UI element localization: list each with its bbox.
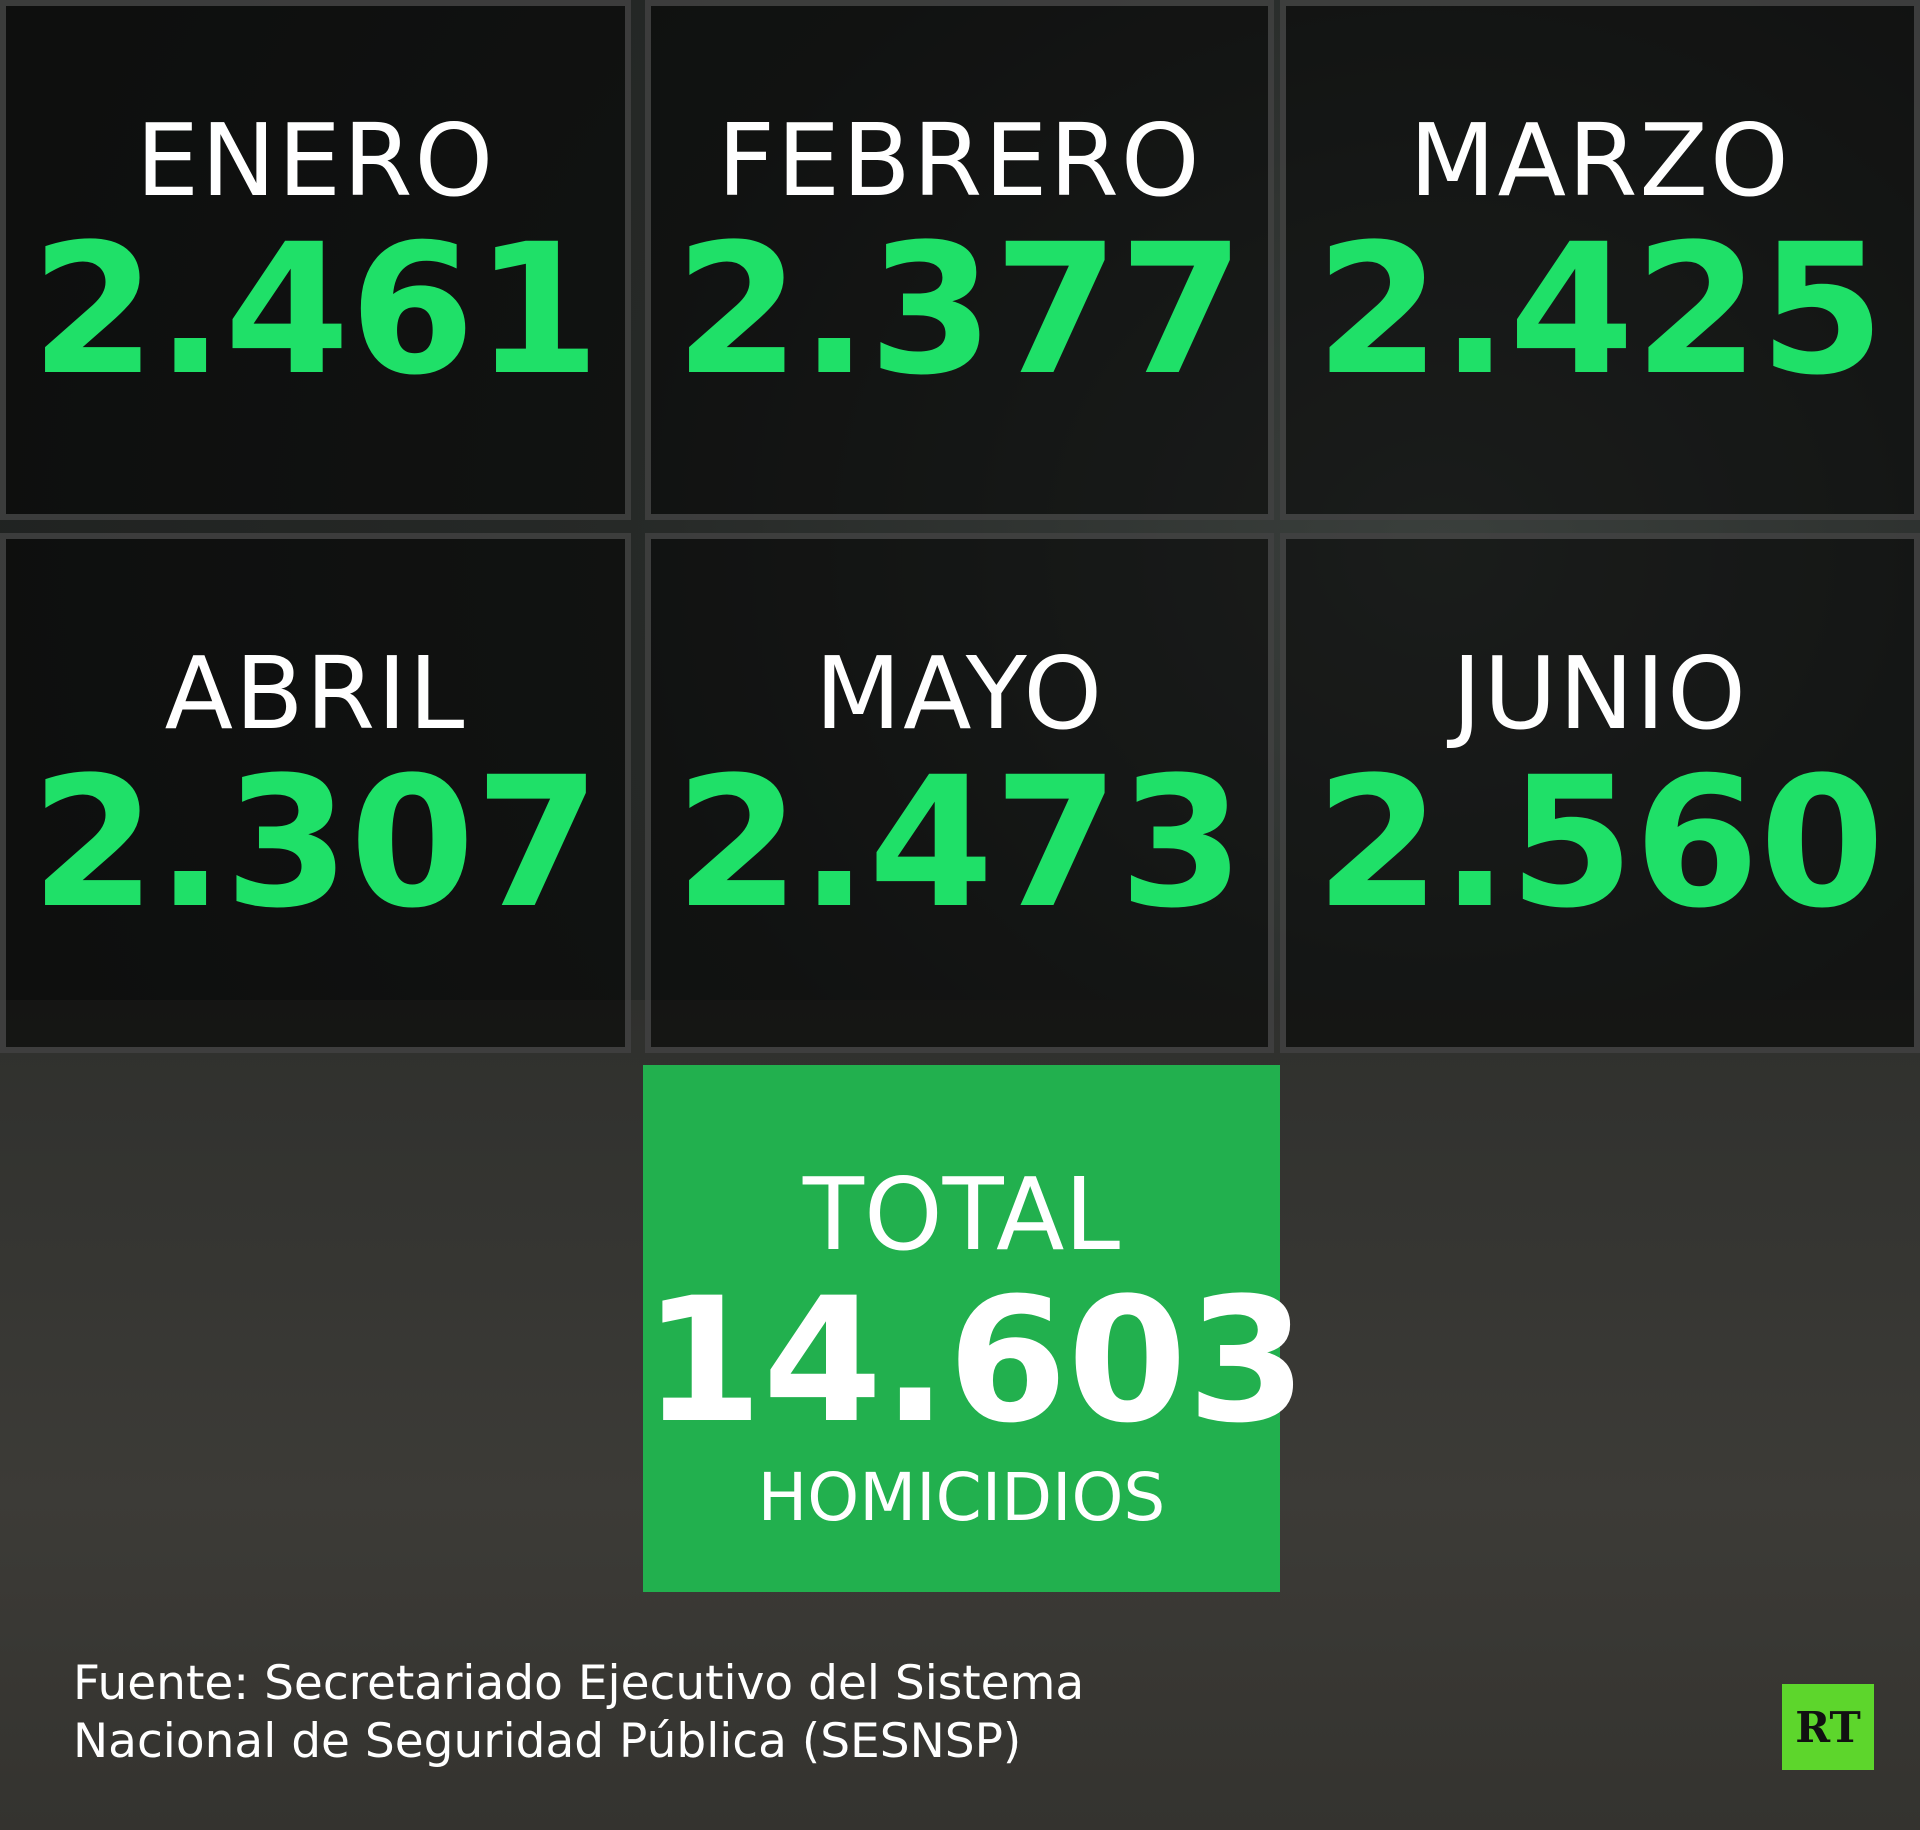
month-label: JUNIO bbox=[1452, 635, 1748, 752]
month-value: 2.560 bbox=[1315, 739, 1885, 948]
month-label: MARZO bbox=[1409, 102, 1791, 219]
month-value: 2.473 bbox=[674, 739, 1245, 948]
total-unit: HOMICIDIOS bbox=[757, 1459, 1166, 1536]
month-label: ABRIL bbox=[164, 635, 467, 752]
month-value: 2.307 bbox=[30, 739, 601, 948]
month-cell: ENERO 2.461 bbox=[0, 0, 631, 520]
month-cell: MAYO 2.473 bbox=[645, 533, 1274, 1053]
source-line: Fuente: Secretariado Ejecutivo del Siste… bbox=[73, 1656, 1085, 1711]
month-cell: MARZO 2.425 bbox=[1280, 0, 1920, 520]
month-label: FEBRERO bbox=[717, 102, 1202, 219]
month-value: 2.461 bbox=[30, 206, 601, 415]
month-label: ENERO bbox=[135, 102, 496, 219]
source: Fuente: Secretariado Ejecutivo del Siste… bbox=[73, 1655, 1084, 1771]
month-cell: FEBRERO 2.377 bbox=[645, 0, 1274, 520]
month-value: 2.377 bbox=[674, 206, 1245, 415]
total-label: TOTAL bbox=[802, 1156, 1121, 1273]
month-cell: JUNIO 2.560 bbox=[1280, 533, 1920, 1053]
month-cell: ABRIL 2.307 bbox=[0, 533, 631, 1053]
source-line: Nacional de Seguridad Pública (SESNSP) bbox=[73, 1714, 1022, 1769]
logo: RT bbox=[1782, 1684, 1874, 1770]
total-value: 14.603 bbox=[643, 1260, 1307, 1461]
total-box: TOTAL 14.603 HOMICIDIOS bbox=[643, 1065, 1307, 1592]
month-label: MAYO bbox=[814, 635, 1105, 752]
month-value: 2.425 bbox=[1315, 206, 1885, 415]
